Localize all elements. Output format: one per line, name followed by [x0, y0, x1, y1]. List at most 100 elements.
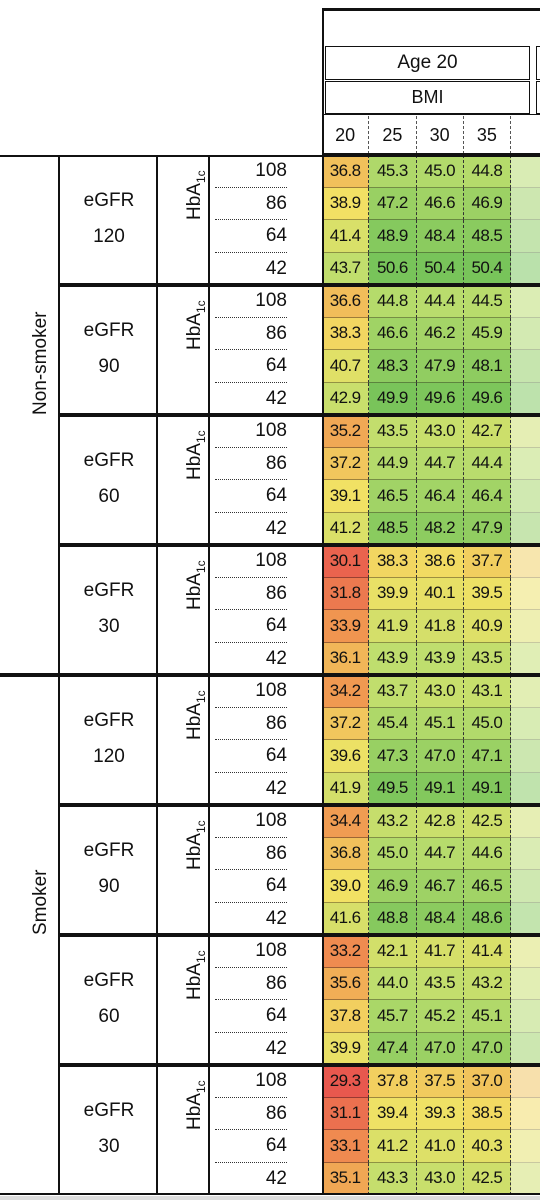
cropped-cell	[511, 480, 540, 513]
hba1c-value: 42	[265, 907, 287, 929]
heat-cell: 50.4	[416, 252, 464, 285]
heat-cell: 37.0	[463, 1065, 511, 1098]
heat-cell: 41.4	[322, 220, 370, 253]
heat-cell: 48.4	[416, 220, 464, 253]
hba1c-subscript: 1c	[193, 430, 208, 444]
heat-cell: 42.5	[463, 805, 511, 838]
hba1c-value: 64	[215, 480, 287, 513]
age-header: Age 20	[325, 46, 530, 80]
hba1c-value: 86	[215, 448, 287, 480]
heat-cell: 41.0	[416, 1130, 464, 1163]
hba1c-value: 86	[215, 318, 287, 350]
heat-cell: 37.7	[463, 545, 511, 578]
hba1c-value-cell	[210, 675, 322, 805]
heat-cell: 41.8	[416, 610, 464, 643]
hba1c-value: 42	[265, 517, 287, 539]
next-age-header	[536, 46, 540, 80]
heat-cell: 39.3	[416, 1097, 464, 1130]
heat-cell: 37.2	[322, 447, 370, 480]
hba1c-value: 42	[265, 257, 287, 279]
egfr-value: 120	[93, 746, 125, 767]
heat-cell: 48.9	[369, 220, 417, 253]
cropped-cell	[511, 1097, 540, 1130]
heat-cell: 37.5	[416, 1065, 464, 1098]
heat-cell: 43.5	[416, 967, 464, 1000]
heat-cell: 38.5	[463, 1097, 511, 1130]
heat-cell: 46.4	[463, 480, 511, 513]
heat-cell: 36.8	[322, 837, 370, 870]
egfr-cell	[60, 545, 158, 675]
heat-cell: 43.2	[463, 967, 511, 1000]
hba1c-value: 86	[215, 708, 287, 740]
heat-cell: 45.7	[369, 1000, 417, 1033]
heat-cell: 46.4	[416, 480, 464, 513]
heat-cell: 39.6	[322, 740, 370, 773]
heat-cell: 47.3	[369, 740, 417, 773]
heat-cell: 39.9	[369, 577, 417, 610]
egfr-value: 90	[98, 876, 120, 897]
subgroup-frame	[322, 675, 540, 805]
heat-cell: 39.9	[322, 1032, 370, 1065]
cropped-cell	[511, 187, 540, 220]
hba1c-subscript: 1c	[193, 950, 208, 964]
hba1c-subscript: 1c	[193, 820, 208, 834]
heat-cell: 49.1	[463, 772, 511, 805]
heat-cell: 43.9	[369, 642, 417, 675]
hba1c-value: 108	[215, 675, 287, 708]
heat-cell: 45.3	[369, 155, 417, 188]
heat-cell: 41.2	[369, 1130, 417, 1163]
egfr-value: 60	[98, 486, 120, 507]
cropped-cell	[511, 707, 540, 740]
hba1c-value: 42	[265, 387, 287, 409]
hba1c-cell	[158, 545, 210, 675]
heat-cell: 48.4	[416, 902, 464, 935]
heat-cell: 48.3	[369, 350, 417, 383]
group-cell	[0, 675, 60, 1195]
cropped-cell	[511, 512, 540, 545]
heat-cell: 46.5	[369, 480, 417, 513]
egfr-value: 120	[93, 226, 125, 247]
heat-cell: 29.3	[322, 1065, 370, 1098]
cropped-cell	[511, 155, 540, 188]
subgroup-frame	[322, 285, 540, 415]
subgroup-frame	[322, 1065, 540, 1195]
egfr-label: eGFR	[83, 840, 135, 861]
heat-cell: 45.0	[369, 837, 417, 870]
hba1c-subscript: 1c	[193, 170, 208, 184]
heat-cell: 44.7	[416, 837, 464, 870]
hba1c-value: 108	[215, 805, 287, 838]
heat-cell: 49.5	[369, 772, 417, 805]
egfr-label: eGFR	[83, 710, 135, 731]
heat-cell: 46.6	[369, 317, 417, 350]
heat-cell: 39.1	[322, 480, 370, 513]
hba1c-subscript: 1c	[193, 1080, 208, 1094]
heat-cell: 36.1	[322, 642, 370, 675]
hba1c-text: HbA	[184, 443, 205, 480]
hba1c-subscript: 1c	[193, 300, 208, 314]
hba1c-value-cell	[210, 285, 322, 415]
heat-cell: 40.3	[463, 1130, 511, 1163]
hba1c-value-cell	[210, 935, 322, 1065]
egfr-label: eGFR	[83, 190, 135, 211]
cropped-cell	[511, 447, 540, 480]
heat-cell: 44.7	[416, 447, 464, 480]
heat-cell: 30.1	[322, 545, 370, 578]
heat-cell: 44.0	[369, 967, 417, 1000]
heat-cell: 48.1	[463, 350, 511, 383]
heat-cell: 39.4	[369, 1097, 417, 1130]
hba1c-value: 64	[215, 1130, 287, 1163]
heat-cell: 41.9	[369, 610, 417, 643]
egfr-value: 60	[98, 1006, 120, 1027]
heat-cell: 49.9	[369, 382, 417, 415]
heat-cell: 49.6	[463, 382, 511, 415]
cropped-cell	[511, 415, 540, 448]
heat-cell: 36.8	[322, 155, 370, 188]
heat-cell: 44.8	[369, 285, 417, 318]
heat-cell: 44.4	[416, 285, 464, 318]
heat-cell: 46.5	[463, 870, 511, 903]
hba1c-value: 86	[215, 968, 287, 1000]
cropped-cell	[511, 610, 540, 643]
heat-cell: 37.2	[322, 707, 370, 740]
egfr-cell	[60, 675, 158, 805]
egfr-cell	[60, 1065, 158, 1195]
